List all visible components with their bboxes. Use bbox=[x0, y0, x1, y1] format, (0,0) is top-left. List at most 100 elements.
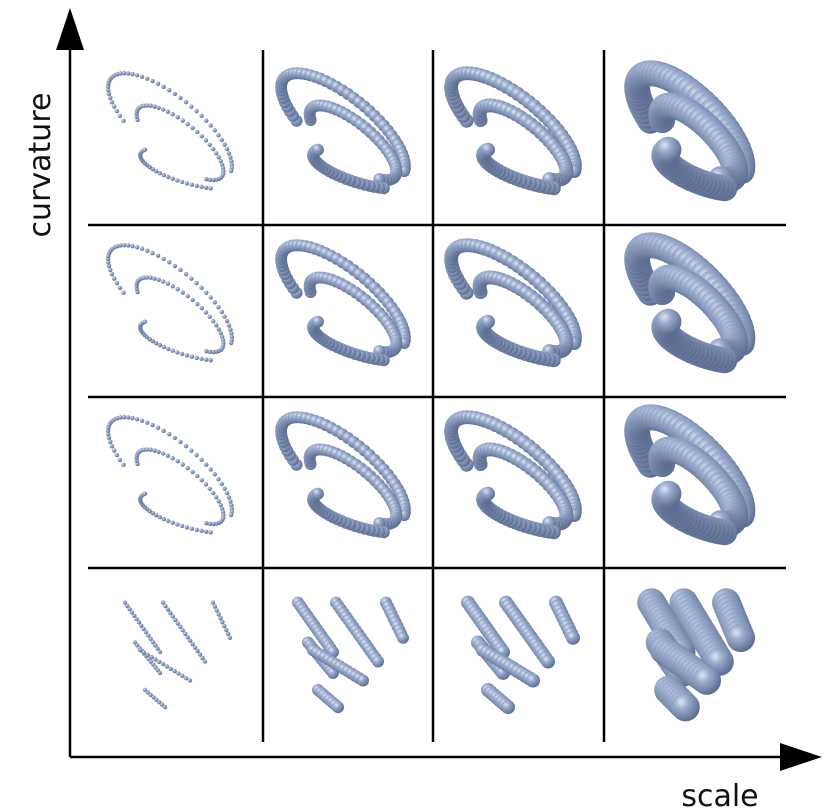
point bbox=[216, 612, 220, 616]
point bbox=[145, 248, 149, 252]
point bbox=[189, 276, 193, 280]
point bbox=[161, 429, 165, 433]
point bbox=[204, 185, 208, 189]
point bbox=[173, 436, 177, 440]
point bbox=[167, 88, 171, 92]
x-axis-arrow bbox=[780, 743, 822, 771]
point bbox=[171, 112, 175, 116]
point bbox=[122, 415, 126, 419]
point bbox=[178, 440, 182, 444]
point bbox=[199, 357, 203, 361]
point bbox=[181, 462, 185, 466]
point bbox=[214, 495, 218, 499]
point bbox=[145, 420, 149, 424]
point bbox=[194, 109, 198, 113]
point bbox=[211, 147, 215, 151]
point bbox=[195, 474, 199, 478]
point bbox=[190, 298, 194, 302]
point bbox=[220, 482, 224, 486]
point bbox=[357, 675, 369, 687]
point-clouds bbox=[106, 60, 755, 721]
point bbox=[190, 126, 194, 130]
point bbox=[130, 244, 134, 248]
point bbox=[180, 524, 184, 528]
point bbox=[225, 491, 229, 495]
point bbox=[162, 345, 166, 349]
point bbox=[175, 178, 179, 182]
point bbox=[150, 79, 154, 83]
point bbox=[211, 600, 215, 604]
point bbox=[185, 353, 189, 357]
point bbox=[161, 451, 165, 455]
point bbox=[188, 678, 192, 682]
point bbox=[218, 616, 222, 620]
point bbox=[199, 114, 203, 118]
point bbox=[211, 319, 215, 323]
point bbox=[213, 604, 217, 608]
point bbox=[199, 529, 203, 533]
point bbox=[152, 276, 156, 280]
point bbox=[138, 648, 142, 652]
point bbox=[112, 448, 116, 452]
point bbox=[107, 436, 111, 440]
point bbox=[166, 347, 170, 351]
point bbox=[108, 96, 112, 100]
point bbox=[176, 115, 180, 119]
figure: curvature scale bbox=[0, 0, 831, 810]
point bbox=[204, 138, 208, 142]
point bbox=[204, 310, 208, 314]
point bbox=[107, 92, 111, 96]
point bbox=[184, 272, 188, 276]
point bbox=[228, 327, 232, 331]
point bbox=[140, 419, 144, 423]
point bbox=[213, 128, 217, 132]
point bbox=[156, 426, 160, 430]
point bbox=[110, 272, 114, 276]
point bbox=[130, 72, 134, 76]
point bbox=[216, 305, 220, 309]
point bbox=[152, 104, 156, 108]
point bbox=[229, 513, 233, 517]
point bbox=[126, 243, 130, 247]
point bbox=[229, 169, 233, 173]
point bbox=[481, 487, 495, 501]
point bbox=[122, 71, 126, 75]
point bbox=[726, 623, 755, 652]
point bbox=[135, 245, 139, 249]
point bbox=[216, 477, 220, 481]
point bbox=[200, 134, 204, 138]
point bbox=[121, 291, 125, 295]
point bbox=[158, 671, 162, 675]
point bbox=[108, 440, 112, 444]
point bbox=[195, 356, 199, 360]
point bbox=[158, 171, 162, 175]
point bbox=[152, 448, 156, 452]
point bbox=[194, 281, 198, 285]
point bbox=[227, 495, 231, 499]
x-axis-label: scale bbox=[681, 779, 758, 810]
point bbox=[312, 144, 324, 156]
point bbox=[208, 522, 212, 526]
point bbox=[178, 268, 182, 272]
point bbox=[148, 276, 152, 280]
point bbox=[204, 349, 208, 353]
point bbox=[195, 130, 199, 134]
point bbox=[186, 122, 190, 126]
point bbox=[203, 659, 207, 663]
point bbox=[181, 118, 185, 122]
point bbox=[180, 674, 184, 678]
point bbox=[158, 343, 162, 347]
point bbox=[209, 295, 213, 299]
point bbox=[220, 310, 224, 314]
point bbox=[171, 521, 175, 525]
point bbox=[181, 290, 185, 294]
point bbox=[161, 107, 165, 111]
point bbox=[204, 521, 208, 525]
point bbox=[481, 143, 495, 157]
point bbox=[118, 114, 122, 118]
point bbox=[171, 349, 175, 353]
point bbox=[211, 491, 215, 495]
point bbox=[165, 664, 169, 668]
point bbox=[224, 628, 228, 632]
point bbox=[166, 519, 170, 523]
